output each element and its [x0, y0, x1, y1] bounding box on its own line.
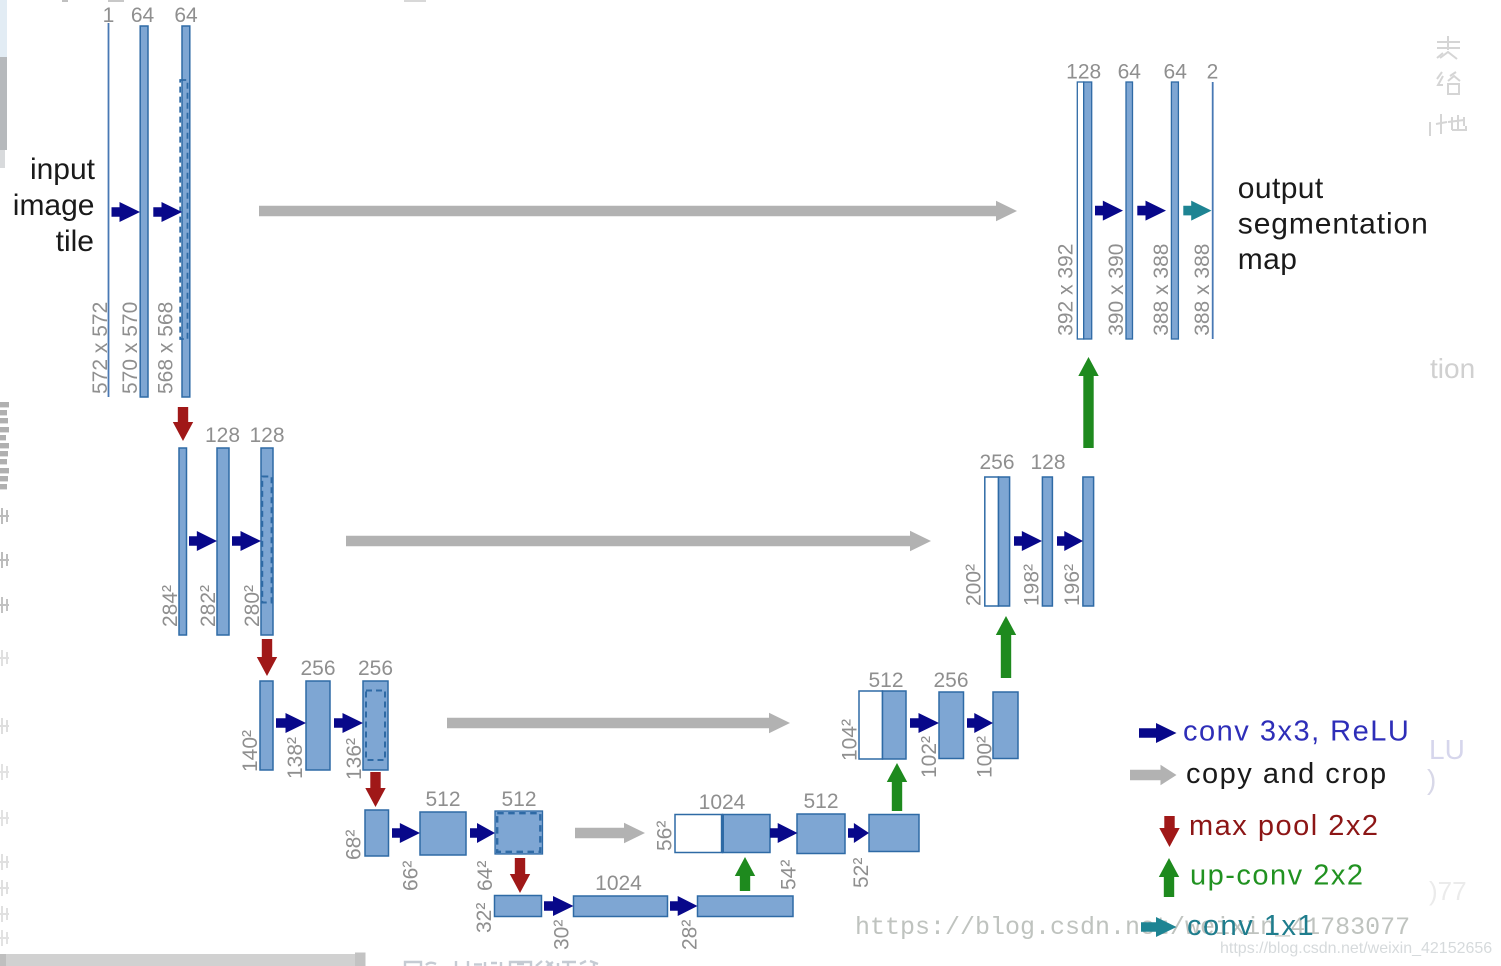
svg-text:52²: 52²: [850, 858, 873, 888]
svg-text:388 x 388: 388 x 388: [1191, 244, 1214, 336]
svg-text:segmentation: segmentation: [1238, 208, 1429, 241]
svg-text:256: 256: [933, 669, 968, 692]
svg-text:LU: LU: [1429, 734, 1465, 765]
svg-text:): ): [1427, 764, 1436, 795]
svg-text:128: 128: [1030, 451, 1065, 474]
svg-text:map: map: [1238, 243, 1298, 276]
svg-text:568 x 568: 568 x 568: [155, 302, 178, 394]
svg-text:140²: 140²: [239, 730, 262, 772]
svg-text:280²: 280²: [241, 585, 264, 627]
svg-text:128: 128: [249, 424, 284, 447]
svg-text:64: 64: [174, 4, 198, 27]
svg-text:64²: 64²: [474, 861, 497, 891]
svg-text:64: 64: [1164, 61, 1188, 84]
svg-text:max pool 2x2: max pool 2x2: [1189, 810, 1380, 842]
svg-text:1: 1: [103, 4, 115, 27]
svg-text:28²: 28²: [679, 920, 702, 950]
svg-text:54²: 54²: [778, 860, 801, 890]
svg-text:392 x 392: 392 x 392: [1055, 244, 1078, 336]
svg-text:output: output: [1238, 172, 1324, 205]
svg-text:512: 512: [868, 669, 903, 692]
svg-text:390 x 390: 390 x 390: [1105, 244, 1128, 336]
svg-text:30²: 30²: [551, 920, 574, 950]
svg-text:512: 512: [425, 788, 460, 811]
svg-text:image: image: [13, 189, 95, 222]
svg-text:2: 2: [1207, 61, 1219, 84]
svg-text:200²: 200²: [963, 564, 986, 606]
svg-text:conv 1x1: conv 1x1: [1187, 910, 1315, 942]
svg-text:136²: 136²: [343, 738, 366, 780]
svg-text:256: 256: [300, 657, 335, 680]
svg-text:56²: 56²: [654, 821, 677, 851]
svg-text:128: 128: [205, 424, 240, 447]
svg-text:https://blog.csdn.net/weixin_4: https://blog.csdn.net/weixin_41783077: [855, 913, 1410, 942]
svg-text:)77: )77: [1429, 876, 1467, 906]
svg-text:256: 256: [979, 451, 1014, 474]
svg-text:64: 64: [1118, 61, 1142, 84]
svg-text:284²: 284²: [159, 585, 182, 627]
svg-text:512: 512: [501, 788, 536, 811]
svg-text:tion: tion: [1430, 353, 1475, 384]
svg-text:1024: 1024: [595, 872, 642, 895]
svg-text:282²: 282²: [197, 585, 220, 627]
svg-text:tile: tile: [56, 225, 94, 258]
svg-text:104²: 104²: [839, 719, 862, 761]
svg-text:388 x 388: 388 x 388: [1150, 244, 1173, 336]
svg-text:68²: 68²: [343, 830, 366, 860]
svg-text:https://blog.csdn.net/weixin_4: https://blog.csdn.net/weixin_42152656: [1220, 940, 1492, 957]
svg-text:102²: 102²: [918, 736, 941, 778]
svg-text:input: input: [30, 153, 96, 186]
svg-text:copy and crop: copy and crop: [1186, 758, 1388, 790]
svg-text:1024: 1024: [699, 791, 746, 814]
svg-text:32²: 32²: [473, 903, 496, 933]
svg-text:64: 64: [131, 4, 155, 27]
svg-text:512: 512: [803, 790, 838, 813]
svg-text:66²: 66²: [400, 861, 423, 891]
svg-text:572 x 572: 572 x 572: [89, 302, 112, 394]
svg-text:256: 256: [358, 657, 393, 680]
svg-text:570 x 570: 570 x 570: [119, 302, 142, 394]
svg-text:196²: 196²: [1061, 564, 1084, 606]
svg-text:up-conv 2x2: up-conv 2x2: [1190, 860, 1365, 892]
svg-text:198²: 198²: [1021, 564, 1044, 606]
svg-text:138²: 138²: [284, 737, 307, 779]
svg-text:conv 3x3, ReLU: conv 3x3, ReLU: [1183, 716, 1410, 748]
svg-text:100²: 100²: [974, 736, 997, 778]
svg-text:128: 128: [1066, 61, 1101, 84]
